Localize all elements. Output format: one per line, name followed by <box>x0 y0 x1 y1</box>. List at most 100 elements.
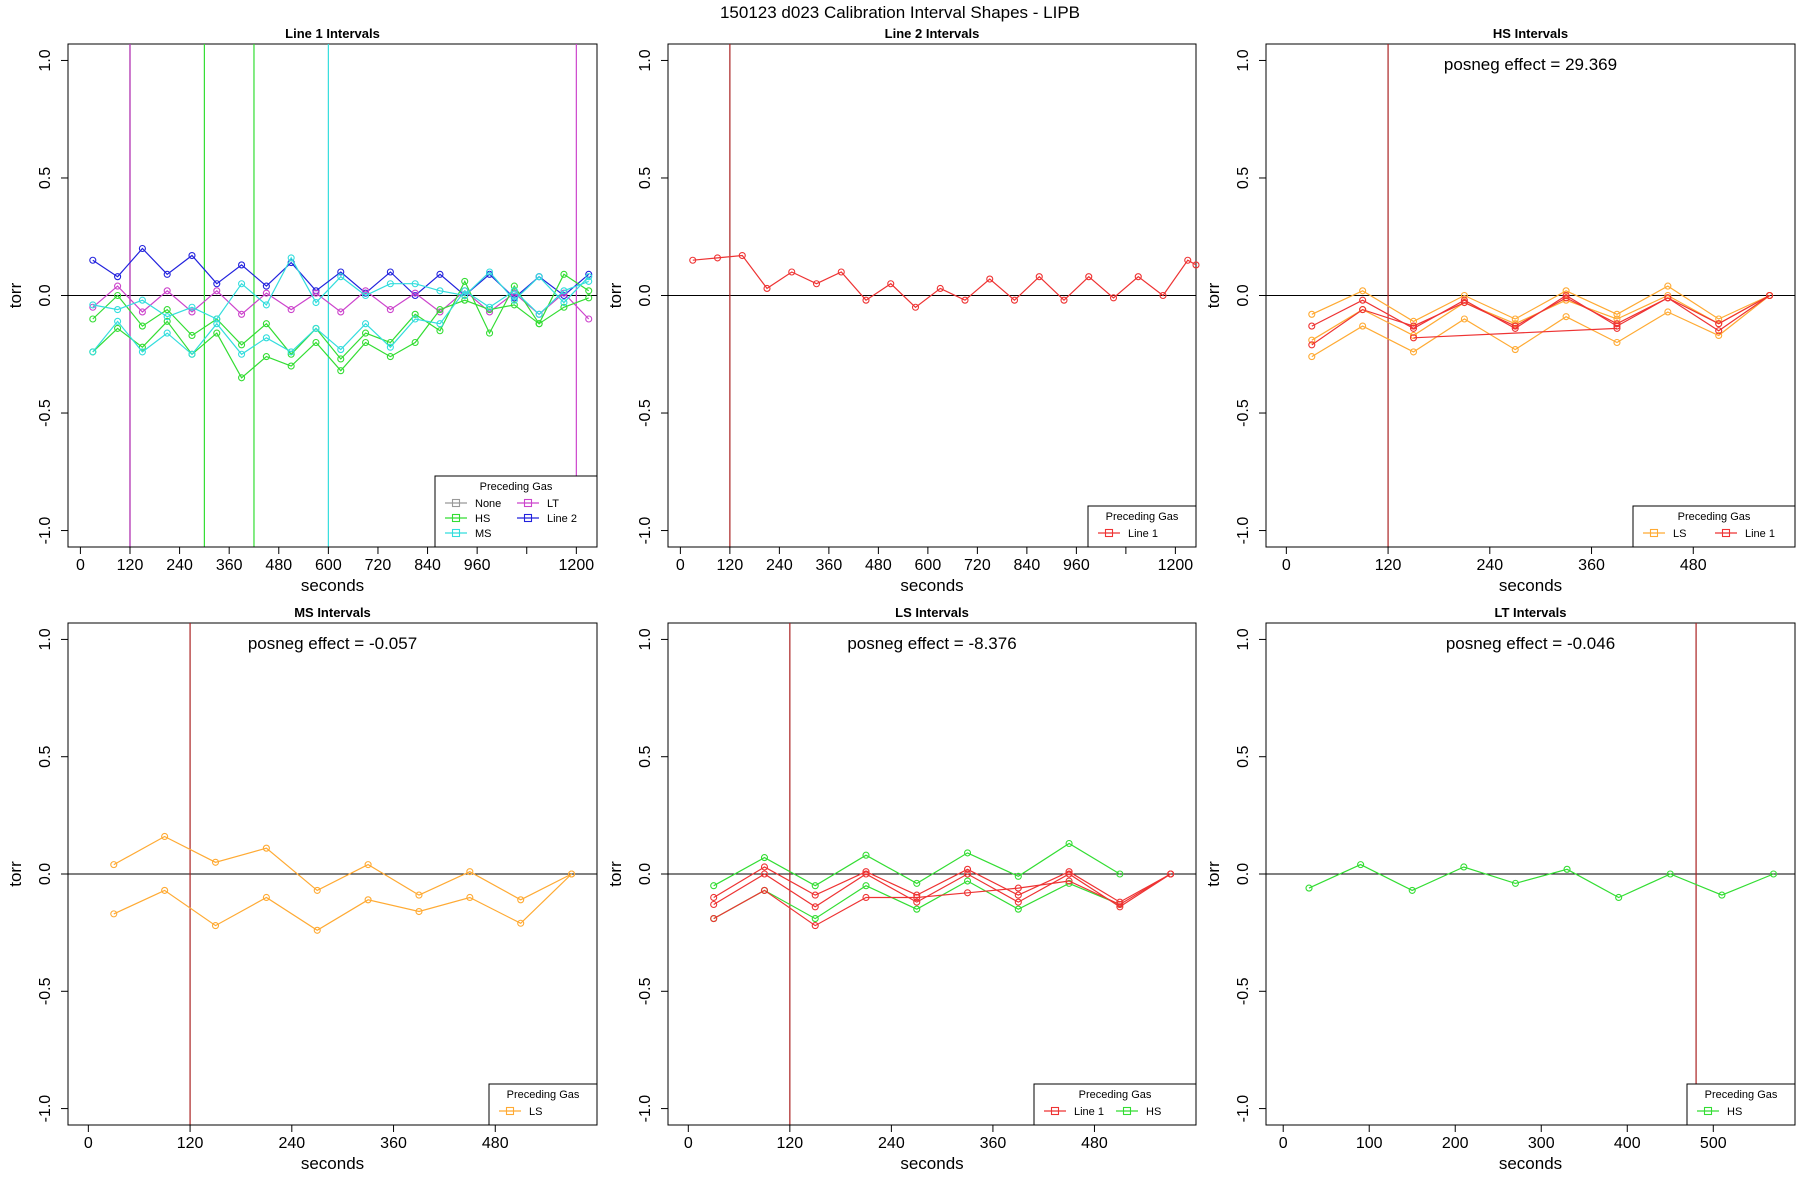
x-axis-label: seconds <box>900 576 963 595</box>
legend-entry-label: HS <box>475 513 490 525</box>
data-point <box>913 879 921 887</box>
x-tick-label: 120 <box>117 557 144 574</box>
data-point <box>738 251 746 260</box>
x-tick-label: 360 <box>380 1135 407 1152</box>
series-line <box>1311 295 1770 358</box>
data-point <box>517 896 525 904</box>
data-point <box>411 338 419 347</box>
x-tick-label: 1200 <box>1158 557 1194 574</box>
data-point <box>1065 879 1073 887</box>
data-point <box>1460 863 1468 871</box>
data-point <box>163 270 171 278</box>
legend-swatch-marker <box>451 498 461 508</box>
data-point <box>337 308 345 316</box>
y-tick-label: 0.5 <box>1235 167 1252 189</box>
data-point <box>114 324 122 332</box>
data-point <box>386 338 394 347</box>
x-tick-label: 480 <box>1680 557 1707 574</box>
data-point <box>1109 294 1118 302</box>
data-point <box>1409 317 1418 325</box>
legend-entry-label: Line 1 <box>1745 528 1775 540</box>
data-point <box>436 287 444 295</box>
data-point <box>1308 341 1316 349</box>
y-tick-label: 1.0 <box>1235 49 1252 71</box>
x-axis-label: seconds <box>1499 576 1562 595</box>
data-point <box>1562 287 1570 295</box>
data-point <box>110 910 118 918</box>
data-point <box>89 256 97 264</box>
legend-entry-label: Line 1 <box>1128 528 1158 540</box>
x-tick-label: 480 <box>482 1135 509 1152</box>
data-point <box>1613 338 1621 347</box>
data-point <box>262 320 270 328</box>
data-point <box>163 306 171 314</box>
data-point <box>211 922 220 930</box>
y-tick-label: 1.0 <box>37 49 54 71</box>
data-point <box>188 308 196 316</box>
x-axis-label: seconds <box>900 1154 963 1173</box>
series-line <box>713 873 1171 927</box>
legend-swatch-marker <box>1703 1106 1713 1116</box>
data-point <box>213 315 221 323</box>
chart-panel-2: Line 2 Intervals 0 120 240 360 480 600 720 840 96… <box>606 26 1200 595</box>
data-point <box>760 863 769 871</box>
data-point <box>763 284 771 292</box>
data-point <box>436 327 444 335</box>
data-point <box>188 251 196 260</box>
x-tick-label: 1200 <box>559 557 595 574</box>
legend-swatch-marker <box>505 1106 515 1116</box>
series-hs <box>1305 861 1778 902</box>
series-ls <box>110 870 576 934</box>
y-tick-label: -1.0 <box>1235 517 1252 545</box>
data-point <box>963 889 972 897</box>
data-point <box>188 331 196 340</box>
data-point <box>238 280 246 288</box>
data-point <box>812 280 821 288</box>
data-point <box>89 301 97 309</box>
y-tick-label: -1.0 <box>37 1095 54 1123</box>
data-point <box>138 343 146 351</box>
data-point <box>1308 310 1316 318</box>
series-line <box>113 873 573 932</box>
x-tick-label: 400 <box>1614 1135 1641 1152</box>
data-point <box>1065 877 1073 885</box>
y-tick-label: 0.0 <box>1235 284 1252 306</box>
data-point <box>1014 872 1022 880</box>
data-point <box>213 329 221 337</box>
data-point <box>337 268 345 276</box>
data-point <box>138 308 146 316</box>
y-tick-label: 1.0 <box>637 628 654 650</box>
panel-title: MS Intervals <box>294 605 371 620</box>
y-axis-label: torr <box>606 861 625 887</box>
panel-title: LS Intervals <box>895 605 969 620</box>
data-point <box>1357 861 1365 869</box>
legend-title: Preceding Gas <box>507 1089 580 1101</box>
data-point <box>89 315 97 323</box>
data-point <box>1460 291 1468 300</box>
data-point <box>811 922 819 930</box>
x-tick-label: 0 <box>1279 1135 1288 1152</box>
data-point <box>1613 310 1621 318</box>
y-axis-label: torr <box>606 282 625 308</box>
data-point <box>213 320 221 328</box>
data-point <box>312 324 320 332</box>
data-point <box>1409 322 1418 330</box>
x-tick-label: 480 <box>1081 1135 1108 1152</box>
chart-panel-5: LS Intervals 0 120 240 360 480 -1.0 -0.5 0.0 0.5 1… <box>606 605 1197 1173</box>
data-point <box>114 317 122 325</box>
series-line-1 <box>689 251 1200 311</box>
data-point <box>811 891 819 899</box>
data-point <box>713 254 722 262</box>
legend-swatch-marker <box>451 528 461 538</box>
data-point <box>1715 331 1723 340</box>
y-axis-label: torr <box>1204 861 1223 887</box>
y-tick-label: -1.0 <box>637 1095 654 1123</box>
chart-panel-3: HS Intervals 0 120 240 360 480 -1.0 -0.5 0.0 0.5 1… <box>1204 26 1796 595</box>
data-point <box>1715 320 1723 328</box>
data-point <box>362 320 370 328</box>
data-point <box>211 858 220 866</box>
data-point <box>1192 261 1200 269</box>
data-point <box>238 310 246 318</box>
data-point <box>138 348 146 356</box>
data-point <box>411 280 419 288</box>
